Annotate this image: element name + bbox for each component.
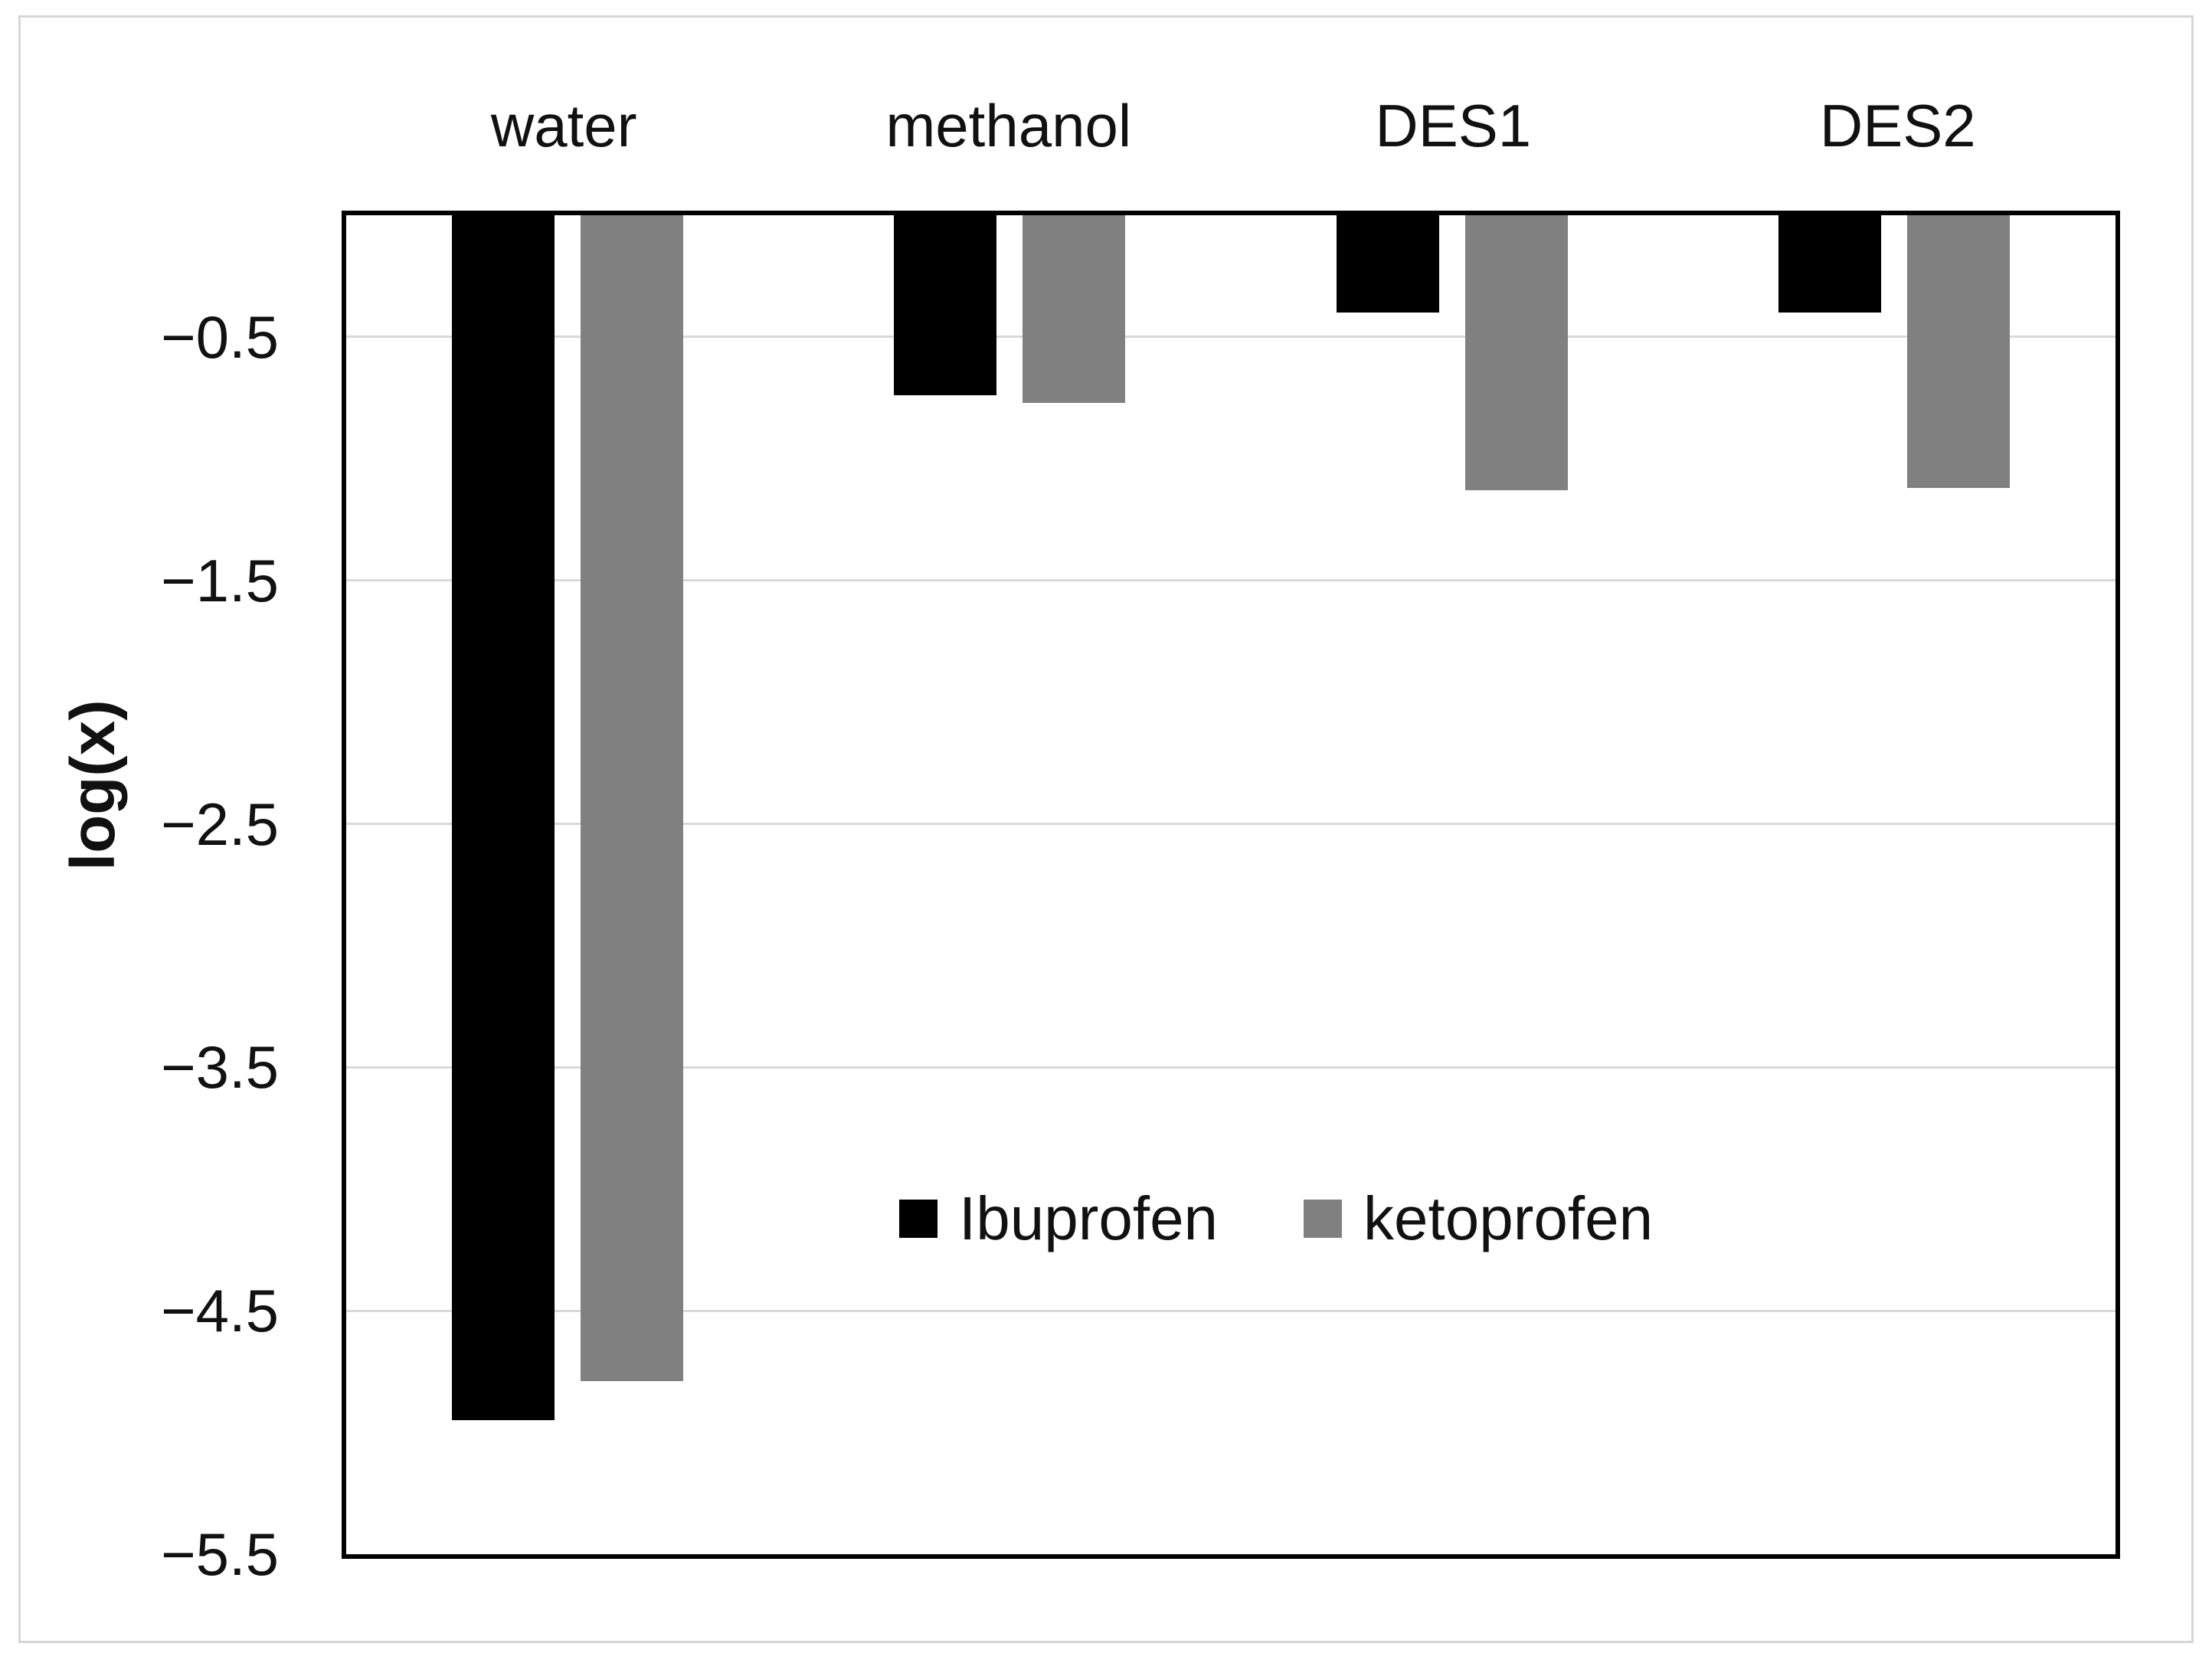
plot-area: Ibuprofen ketoprofen	[342, 211, 2120, 1559]
bar-ibuprofen-des2	[1778, 215, 1882, 313]
legend-item-ibuprofen: Ibuprofen	[899, 1182, 1218, 1255]
gridline	[346, 823, 2115, 826]
gridline	[346, 579, 2115, 582]
legend-swatch-ketoprofen	[1304, 1200, 1343, 1238]
bar-ketoprofen-des1	[1464, 215, 1568, 491]
legend-label: ketoprofen	[1363, 1184, 1654, 1252]
bar-ketoprofen-des2	[1907, 215, 2011, 488]
legend-item-ketoprofen: ketoprofen	[1304, 1182, 1653, 1255]
category-label-water: water	[490, 92, 637, 159]
legend-swatch-ibuprofen	[899, 1200, 937, 1238]
y-tick-label: −4.5	[161, 1277, 279, 1345]
legend: Ibuprofen ketoprofen	[899, 1182, 1653, 1255]
legend-label: Ibuprofen	[959, 1184, 1219, 1252]
gridline	[346, 1309, 2115, 1312]
bar-ketoprofen-water	[580, 215, 683, 1382]
y-tick-label: −1.5	[161, 546, 279, 614]
bar-ibuprofen-methanol	[894, 215, 997, 396]
category-label-des1: DES1	[1375, 92, 1532, 159]
category-label-methanol: methanol	[885, 92, 1132, 159]
y-tick-label: −3.5	[161, 1033, 279, 1102]
gridline	[346, 336, 2115, 339]
y-tick-label: −0.5	[161, 303, 279, 371]
gridline	[346, 1066, 2115, 1069]
bar-ibuprofen-des1	[1336, 215, 1439, 313]
category-label-des2: DES2	[1819, 92, 1976, 159]
y-tick-label: −5.5	[161, 1521, 279, 1588]
bar-ketoprofen-methanol	[1023, 215, 1126, 403]
y-tick-label: −2.5	[161, 790, 279, 858]
bar-ibuprofen-water	[451, 215, 555, 1421]
